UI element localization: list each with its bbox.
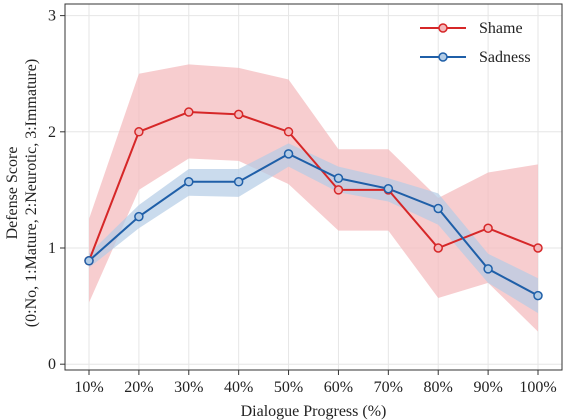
- y-axis-label-line-2: (0:No, 1:Mature, 2:Neurotic, 3:Immature): [23, 59, 40, 327]
- shame-point-90%: [483, 223, 493, 233]
- sadness-point-10%: [84, 256, 94, 266]
- sadness-point-70%: [383, 183, 394, 194]
- x-tick-label: 70%: [374, 379, 403, 396]
- x-axis-label: Dialogue Progress (%): [241, 403, 387, 420]
- x-tick-label: 40%: [224, 379, 253, 396]
- x-tick-label: 30%: [174, 379, 203, 396]
- y-axis-label-line-1: Defense Score: [4, 147, 21, 240]
- sadness-point-90%: [483, 264, 493, 274]
- shame-band: [89, 64, 538, 332]
- sadness-point-30%: [184, 177, 194, 187]
- sadness-point-50%: [283, 149, 294, 159]
- sadness-line: [88, 152, 539, 297]
- sadness-band: [89, 143, 538, 314]
- y-tick-labels: 0 1 2 3: [48, 8, 65, 373]
- x-tick-label: 90%: [473, 379, 502, 396]
- y-tick-label: 1: [48, 240, 56, 257]
- shame-point-20%: [134, 127, 144, 137]
- series-lines: [88, 111, 539, 297]
- sadness-point-60%: [333, 173, 344, 184]
- x-tick-label: 60%: [324, 379, 353, 396]
- shame-point-50%: [283, 127, 294, 137]
- x-tick-label: 80%: [424, 379, 453, 396]
- shame-legend-marker: [438, 23, 448, 33]
- series-markers: [84, 107, 543, 301]
- sadness-legend-label: Sadness: [479, 49, 531, 66]
- y-tick-label: 0: [48, 356, 56, 373]
- x-tick-label: 20%: [124, 379, 153, 396]
- shame-point-40%: [233, 109, 244, 120]
- shame-legend-label: Shame: [479, 20, 523, 37]
- plot-frame: [64, 3, 563, 371]
- x-tick-labels: 10% 20% 30% 40% 50% 60% 70% 80% 90% 100%: [74, 370, 557, 396]
- y-tick-label: 3: [48, 8, 56, 25]
- shame-point-30%: [184, 107, 194, 117]
- confidence-bands: [89, 64, 538, 332]
- sadness-point-80%: [433, 203, 443, 214]
- sadness-point-40%: [233, 177, 244, 187]
- x-tick-label: 100%: [519, 379, 556, 396]
- shame-point-80%: [433, 243, 443, 253]
- shame-point-60%: [333, 185, 344, 195]
- shame-point-100%: [533, 243, 543, 253]
- y-tick-label: 2: [48, 124, 56, 141]
- sadness-point-100%: [533, 290, 543, 301]
- sadness-point-20%: [134, 211, 144, 222]
- x-tick-label: 50%: [274, 379, 303, 396]
- legend: Shame Sadness: [420, 20, 531, 66]
- x-tick-label: 10%: [74, 379, 103, 396]
- y-axis-label: Defense Score (0:No, 1:Mature, 2:Neuroti…: [4, 59, 40, 327]
- sadness-legend-marker: [438, 52, 448, 62]
